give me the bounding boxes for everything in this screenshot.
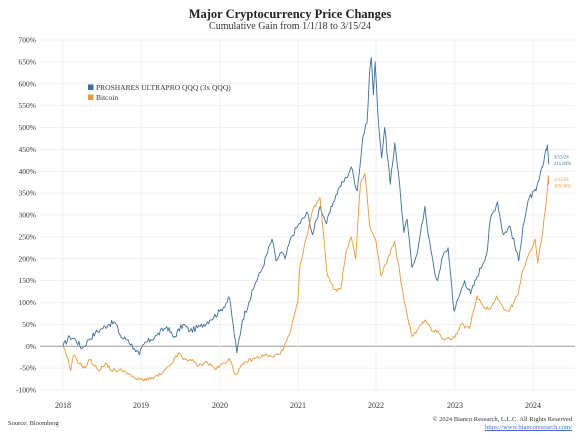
x-tick-label: 2024 bbox=[525, 401, 541, 410]
y-tick-label: -50% bbox=[20, 364, 36, 373]
chart-title: Major Cryptocurrency Price Changes bbox=[188, 7, 392, 21]
y-tick-label: 250% bbox=[19, 232, 37, 241]
source-note: Source: Bloomberg bbox=[8, 420, 59, 427]
y-tick-label: 300% bbox=[19, 211, 37, 220]
x-tick-label: 2019 bbox=[133, 401, 149, 410]
x-tick-label: 2020 bbox=[212, 401, 228, 410]
x-tick-label: 2023 bbox=[447, 401, 463, 410]
series-line-bitcoin bbox=[62, 172, 550, 382]
copyright-text: © 2024 Bianco Research, L.L.C. All Right… bbox=[432, 416, 572, 423]
copyright-block: © 2024 Bianco Research, L.L.C. All Right… bbox=[433, 416, 572, 432]
x-tick-label: 2021 bbox=[290, 401, 306, 410]
legend-label: Bitcoin bbox=[96, 93, 118, 102]
x-tick-label: 2022 bbox=[368, 401, 384, 410]
y-tick-label: -100% bbox=[16, 386, 36, 395]
end-label-bitcoin: 3/15/24 bbox=[554, 178, 569, 183]
y-tick-label: 700% bbox=[19, 36, 37, 45]
y-tick-label: 500% bbox=[19, 123, 37, 132]
y-tick-label: 350% bbox=[19, 189, 37, 198]
series-line-tqqq bbox=[62, 57, 550, 356]
end-label-bitcoin: 369.06% bbox=[554, 184, 571, 189]
end-label-tqqq: 3/15/24 bbox=[554, 155, 569, 160]
y-tick-label: 650% bbox=[19, 57, 37, 66]
y-tick-label: 50% bbox=[22, 320, 36, 329]
y-tick-label: 100% bbox=[19, 298, 37, 307]
chart-subtitle: Cumulative Gain from 1/1/18 to 3/15/24 bbox=[209, 21, 371, 32]
x-tick-label: 2018 bbox=[55, 401, 71, 410]
y-tick-label: 600% bbox=[19, 79, 37, 88]
y-tick-label: 0% bbox=[26, 342, 36, 351]
y-tick-label: 400% bbox=[19, 167, 37, 176]
y-tick-label: 450% bbox=[19, 145, 37, 154]
legend-swatch bbox=[88, 94, 94, 100]
legend-swatch bbox=[88, 84, 94, 90]
legend-label: PROSHARES ULTRAPRO QQQ (3x QQQ) bbox=[96, 83, 231, 92]
y-tick-label: 150% bbox=[19, 276, 37, 285]
y-tick-label: 550% bbox=[19, 101, 37, 110]
end-label-tqqq: 415.84% bbox=[554, 162, 571, 167]
website-link[interactable]: https://www.biancoresearch.com/ bbox=[485, 424, 572, 431]
y-tick-label: 200% bbox=[19, 254, 37, 263]
